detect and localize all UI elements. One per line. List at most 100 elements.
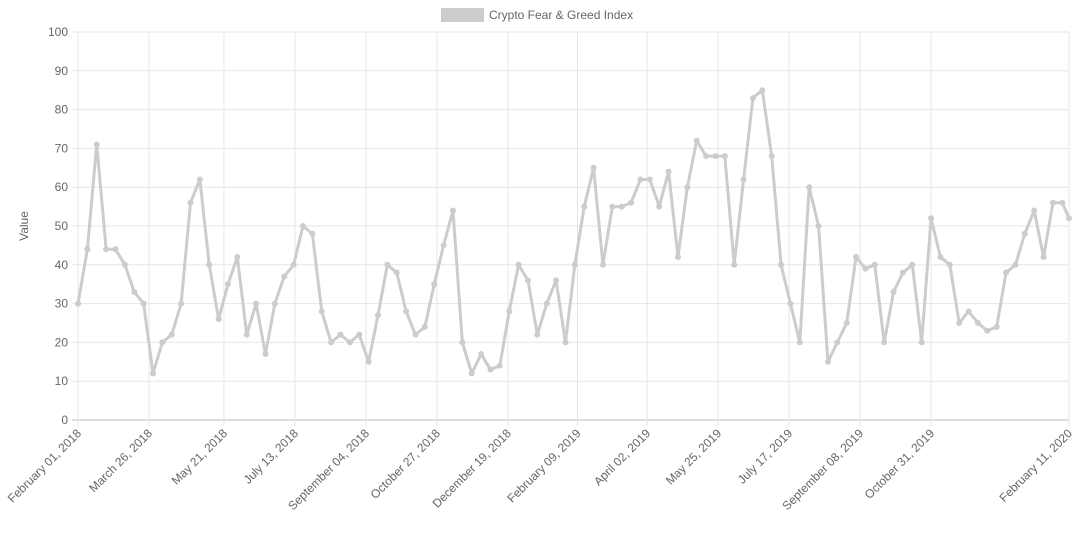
data-point — [1021, 230, 1028, 237]
x-tick-label: September 04, 2018 — [285, 426, 372, 513]
x-tick-label: May 25, 2019 — [663, 426, 725, 488]
data-point — [853, 254, 860, 261]
y-tick-label: 60 — [55, 180, 69, 194]
x-tick-label: February 11, 2020 — [997, 426, 1076, 505]
data-point — [937, 254, 944, 261]
data-point — [806, 184, 813, 191]
y-tick-label: 100 — [48, 25, 68, 39]
data-point — [243, 331, 250, 338]
data-point — [787, 300, 794, 307]
data-point — [684, 184, 691, 191]
data-point — [571, 261, 578, 268]
data-point — [749, 94, 756, 101]
data-point — [618, 203, 625, 210]
data-point — [665, 168, 672, 175]
data-point — [628, 199, 635, 206]
data-point — [290, 261, 297, 268]
data-point — [721, 153, 728, 160]
data-point — [768, 153, 775, 160]
data-point — [590, 164, 597, 171]
data-point — [543, 300, 550, 307]
data-point — [731, 261, 738, 268]
data-point — [956, 320, 963, 326]
data-point — [468, 370, 475, 377]
data-point — [487, 366, 494, 373]
data-point — [318, 308, 325, 315]
data-point — [918, 339, 925, 346]
series-line — [76, 88, 1071, 375]
data-point — [993, 323, 1000, 330]
data-point — [187, 199, 194, 206]
data-point — [196, 176, 203, 183]
data-point — [1059, 199, 1066, 206]
data-point — [440, 242, 447, 249]
y-tick-label: 10 — [55, 374, 69, 388]
data-point — [384, 261, 391, 268]
data-point — [674, 254, 681, 261]
data-point — [871, 261, 878, 268]
data-point — [609, 203, 616, 210]
y-tick-label: 80 — [55, 103, 69, 117]
x-tick-label: September 08, 2019 — [779, 426, 866, 513]
data-point — [93, 141, 100, 148]
data-point — [496, 362, 503, 369]
data-point — [75, 300, 81, 307]
data-point — [909, 261, 916, 268]
data-point — [778, 261, 785, 268]
y-axis-title: Value — [17, 211, 31, 241]
data-point — [1040, 254, 1047, 261]
data-point — [149, 370, 156, 377]
data-point — [1012, 261, 1019, 268]
data-point — [262, 351, 269, 358]
data-point — [431, 281, 438, 288]
data-point — [459, 339, 466, 346]
data-point — [1049, 199, 1056, 206]
data-point — [328, 339, 335, 346]
data-point — [168, 331, 175, 338]
data-point — [515, 261, 522, 268]
data-point — [206, 261, 213, 268]
data-point — [478, 351, 485, 358]
data-point — [346, 339, 353, 346]
y-tick-label: 30 — [55, 297, 69, 311]
data-point — [421, 323, 428, 330]
y-tick-label: 50 — [55, 219, 69, 233]
y-tick-label: 90 — [55, 64, 69, 78]
data-point — [899, 269, 906, 276]
data-point — [178, 300, 185, 307]
x-tick-label: July 13, 2018 — [241, 426, 302, 487]
data-point — [309, 230, 316, 237]
data-point — [562, 339, 569, 346]
data-point — [862, 265, 869, 272]
data-point — [646, 176, 653, 183]
data-point — [984, 327, 991, 334]
data-point — [393, 269, 400, 276]
data-point — [103, 246, 110, 253]
data-point — [140, 300, 147, 307]
x-tick-label: October 31, 2019 — [862, 426, 938, 502]
data-point — [974, 320, 981, 326]
data-point — [131, 288, 138, 295]
x-tick-label: July 17, 2019 — [735, 426, 796, 487]
data-point — [1003, 269, 1010, 276]
legend-swatch — [441, 8, 484, 22]
data-point — [946, 261, 953, 268]
data-point — [581, 203, 588, 210]
data-point — [374, 312, 381, 319]
data-point — [506, 308, 513, 315]
data-point — [84, 246, 91, 253]
legend-label: Crypto Fear & Greed Index — [489, 8, 633, 22]
data-point — [356, 331, 363, 338]
data-point — [299, 223, 306, 229]
data-point — [843, 320, 850, 326]
x-tick-label: February 09, 2019 — [504, 426, 583, 505]
data-point — [534, 331, 541, 338]
data-point — [365, 358, 372, 365]
data-point — [637, 176, 644, 183]
data-point — [159, 339, 166, 346]
data-point — [703, 153, 710, 160]
x-tick-label: December 19, 2018 — [430, 426, 515, 511]
data-point — [824, 358, 831, 365]
data-point — [759, 87, 766, 94]
